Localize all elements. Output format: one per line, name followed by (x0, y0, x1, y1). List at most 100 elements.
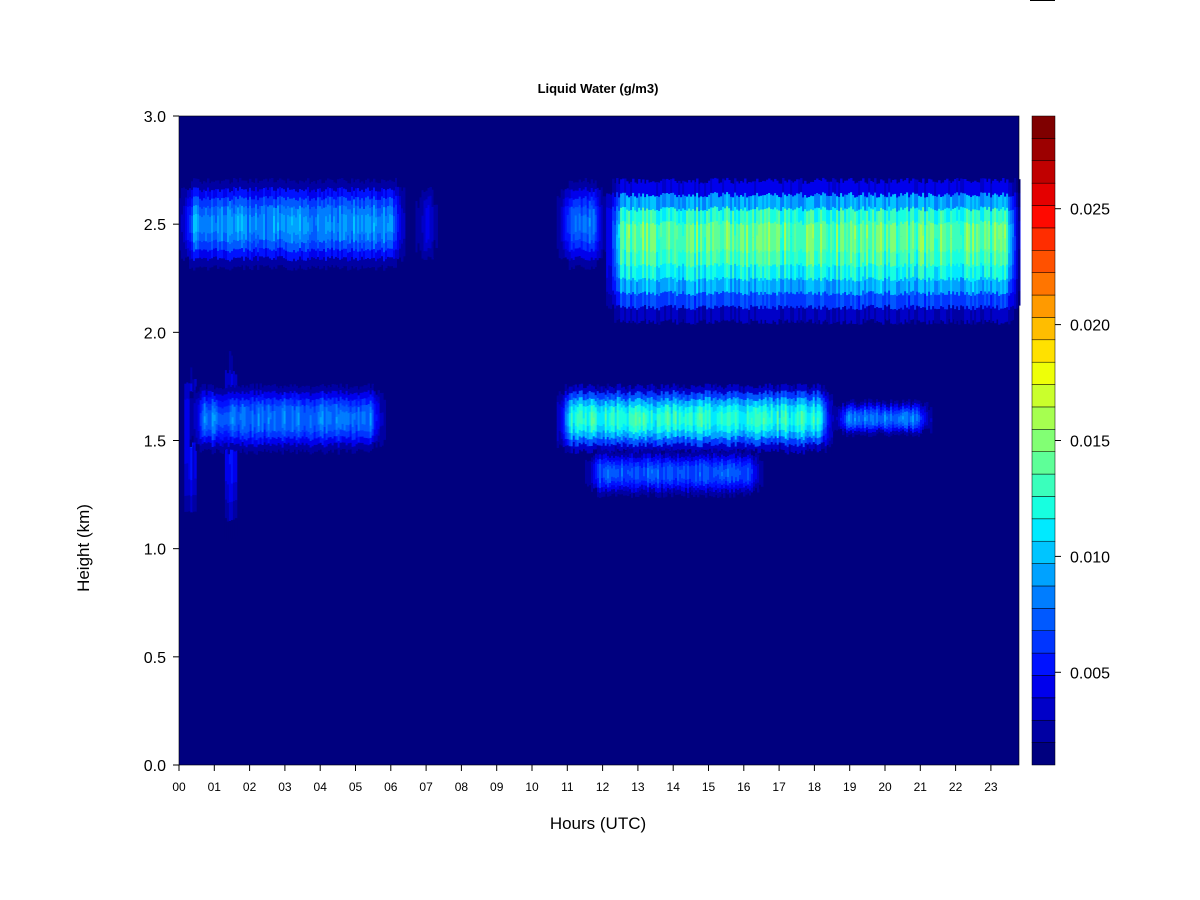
heatmap-cell (361, 231, 364, 241)
heatmap-cell (415, 201, 418, 210)
heatmap-cell (213, 256, 216, 266)
heatmap-cell (928, 305, 931, 321)
heatmap-cell (295, 433, 298, 441)
heatmap-cell (285, 225, 288, 235)
heatmap-cell (920, 266, 923, 281)
heatmap-cell (900, 207, 903, 223)
heatmap-cell (774, 221, 777, 237)
heatmap-cell (391, 181, 394, 191)
heatmap-cell (596, 418, 600, 426)
heatmap-cell (351, 420, 354, 428)
heatmap-cell (327, 195, 330, 205)
heatmap-cell (299, 412, 302, 420)
heatmap-cell (327, 239, 330, 249)
heatmap-cell (872, 291, 875, 306)
heatmap-cell (381, 239, 384, 248)
heatmap-cell (868, 220, 871, 236)
heatmap-cell (323, 249, 326, 258)
heatmap-cell (237, 182, 240, 192)
heatmap-cell (203, 181, 206, 191)
heatmap-cell (638, 308, 641, 323)
heatmap-cell (962, 221, 965, 236)
heatmap-cell (303, 445, 306, 453)
heatmap-cell (578, 222, 582, 231)
heatmap-cell (339, 442, 342, 450)
heatmap-cell (600, 196, 604, 206)
heatmap-cell (233, 213, 236, 223)
heatmap-cell (608, 406, 612, 414)
heatmap-cell (918, 182, 921, 197)
heatmap-cell (357, 251, 360, 262)
heatmap-cell (622, 305, 625, 321)
heatmap-cell (658, 267, 661, 283)
heatmap-cell (574, 432, 578, 441)
heatmap-cell (648, 264, 651, 279)
heatmap-cell (978, 182, 981, 197)
heatmap-cell (341, 411, 344, 419)
heatmap-cell (790, 236, 793, 251)
heatmap-cell (213, 206, 216, 216)
heatmap-cell (836, 251, 839, 267)
heatmap-cell (355, 392, 358, 400)
heatmap-cell (800, 178, 803, 193)
heatmap-cell (828, 281, 831, 296)
heatmap-cell (1006, 292, 1009, 308)
heatmap-cell (628, 385, 632, 392)
heatmap-cell (263, 442, 266, 450)
heatmap-cell (213, 421, 216, 428)
heatmap-cell (313, 406, 316, 414)
heatmap-cell (990, 183, 993, 198)
heatmap-cell (231, 225, 234, 235)
heatmap-cell (395, 177, 398, 188)
heatmap-cell (203, 206, 206, 216)
heatmap-cell (283, 249, 286, 259)
heatmap-cell (846, 209, 849, 224)
heatmap-cell (351, 213, 354, 223)
heatmap-cell (186, 463, 189, 480)
heatmap-cell (912, 262, 915, 278)
heatmap-cell (207, 384, 210, 392)
heatmap-cell (620, 387, 624, 395)
heatmap-cell (397, 241, 400, 251)
heatmap-cell (247, 232, 250, 242)
heatmap-cell (902, 209, 905, 225)
heatmap-cell (192, 478, 195, 496)
heatmap-cell (285, 217, 288, 226)
heatmap-cell (297, 242, 300, 252)
heatmap-cell (606, 305, 609, 321)
heatmap-cell (578, 403, 582, 411)
heatmap-cell (564, 180, 568, 190)
heatmap-cell (618, 305, 621, 319)
heatmap-cell (369, 216, 372, 226)
heatmap-cell (984, 235, 987, 250)
heatmap-cell (906, 307, 909, 323)
heatmap-cell (672, 192, 675, 208)
heatmap-cell (267, 391, 270, 399)
heatmap-cell (353, 446, 356, 454)
heatmap-cell (303, 393, 306, 400)
heatmap-cell (882, 194, 885, 210)
heatmap-cell (604, 413, 608, 421)
heatmap-cell (1008, 239, 1011, 254)
heatmap-cell (870, 263, 873, 278)
heatmap-cell (576, 223, 580, 233)
heatmap-cell (337, 440, 340, 448)
heatmap-cell (658, 253, 661, 269)
heatmap-cell (676, 197, 679, 212)
heatmap-cell (431, 215, 434, 225)
heatmap-cell (345, 240, 348, 250)
heatmap-cell (351, 427, 354, 434)
heatmap-cell (375, 407, 378, 415)
heatmap-cell (976, 279, 979, 295)
heatmap-cell (812, 182, 815, 197)
heatmap-cell (379, 439, 382, 447)
heatmap-cell (692, 295, 695, 310)
heatmap-cell (347, 419, 350, 426)
heatmap-cell (419, 197, 422, 207)
heatmap-cell (592, 226, 596, 235)
heatmap-cell (754, 236, 757, 252)
heatmap-cell (976, 196, 979, 211)
heatmap-cell (798, 265, 801, 280)
heatmap-cell (730, 237, 733, 252)
heatmap-cell (213, 427, 216, 435)
